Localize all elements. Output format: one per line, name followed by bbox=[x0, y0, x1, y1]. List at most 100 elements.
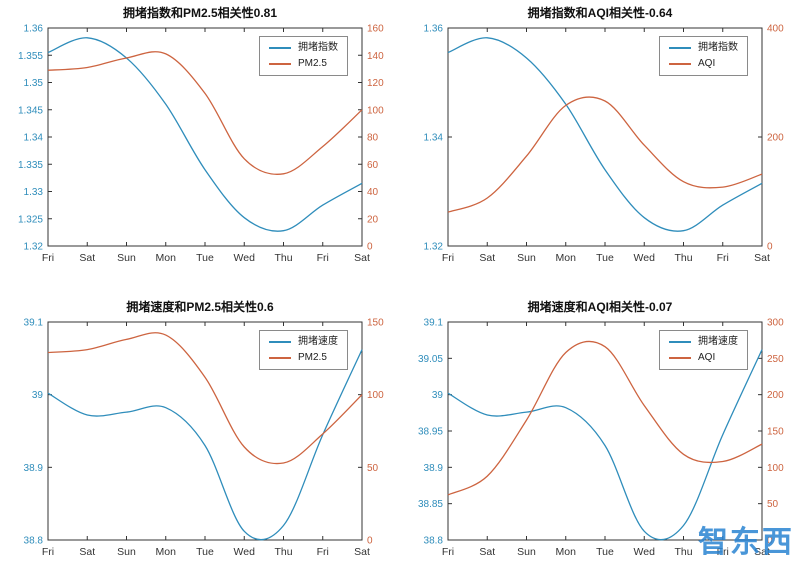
y-tick-label-left: 1.34 bbox=[24, 133, 44, 144]
x-tick-label: Fri bbox=[442, 546, 454, 558]
y-tick-label-left: 39 bbox=[32, 390, 44, 401]
y-tick-label-right: 250 bbox=[767, 354, 784, 365]
x-tick-label: Fri bbox=[317, 252, 329, 264]
watermark: 智东西 bbox=[698, 526, 794, 559]
y-tick-label-right: 0 bbox=[767, 242, 773, 253]
series-line bbox=[47, 37, 363, 232]
y-tick-label-left: 38.9 bbox=[24, 463, 44, 474]
legend-line-swatch bbox=[269, 47, 291, 49]
y-tick-label-right: 120 bbox=[367, 78, 384, 89]
plot-wrap: Fri Sat Sun Mon Tue Wed Thu Fri Sat 39.1 39.05 39 38… bbox=[404, 316, 796, 564]
y-tick-label-left: 38.8 bbox=[424, 536, 444, 547]
legend-label: AQI bbox=[698, 352, 716, 363]
legend-line-swatch bbox=[269, 341, 291, 343]
legend-line-swatch bbox=[669, 47, 691, 49]
y-tick-label-left: 38.95 bbox=[418, 427, 443, 438]
y-tick-label-right: 60 bbox=[367, 160, 379, 171]
y-tick-label-left: 1.36 bbox=[424, 24, 444, 35]
y-tick-label-left: 39.1 bbox=[424, 318, 444, 329]
plot-wrap: Fri Sat Sun Mon Tue Wed Thu Fri Sat 1.36 1.34 1.32 4… bbox=[404, 22, 796, 270]
x-tick-label: Tue bbox=[596, 252, 614, 264]
legend-item: 拥堵指数 bbox=[669, 43, 738, 53]
y-tick-label-right: 50 bbox=[767, 499, 779, 510]
y-tick-label-right: 40 bbox=[367, 187, 379, 198]
series-line bbox=[47, 332, 363, 465]
legend-line-swatch bbox=[669, 341, 691, 343]
legend-label: 拥堵指数 bbox=[298, 42, 338, 53]
x-tick-label: Fri bbox=[42, 252, 54, 264]
x-tick-label: Wed bbox=[234, 252, 256, 264]
plot-wrap: Fri Sat Sun Mon Tue Wed Thu Fri Sat 1.36 1.355 1.35… bbox=[4, 22, 396, 270]
legend-line-swatch bbox=[269, 357, 291, 359]
y-tick-label-right: 150 bbox=[367, 318, 384, 329]
chart-cell-congestion-aqi: 拥堵指数和AQI相关性-0.64 Fri Sat Sun Mon Tue Wed Thu Fr… bbox=[400, 0, 800, 272]
x-tick-label: Sun bbox=[517, 252, 536, 264]
legend-item: 拥堵指数 bbox=[269, 43, 338, 53]
chart-title: 拥堵指数和AQI相关性-0.64 bbox=[527, 6, 673, 20]
x-tick-label: Fri bbox=[317, 546, 329, 558]
series-line bbox=[47, 51, 363, 175]
y-tick-label-right: 0 bbox=[767, 536, 773, 547]
series-line bbox=[447, 340, 763, 496]
y-tick-label-left: 1.335 bbox=[18, 160, 43, 171]
legend-item: AQI bbox=[669, 353, 738, 363]
y-tick-label-left: 39 bbox=[432, 390, 444, 401]
x-tick-label: Thu bbox=[674, 252, 692, 264]
plot-area-speed-pm25: Fri Sat Sun Mon Tue Wed Thu Fri Sat 39.1 39 38.9 38.… bbox=[24, 318, 385, 559]
y-tick-label-left: 1.34 bbox=[424, 133, 444, 144]
x-tick-label: Mon bbox=[556, 546, 577, 558]
legend: 拥堵指数 PM2.5 bbox=[259, 36, 348, 76]
y-tick-label-right: 80 bbox=[367, 133, 379, 144]
x-tick-label: Wed bbox=[234, 546, 256, 558]
y-tick-label-left: 38.85 bbox=[418, 499, 443, 510]
x-tick-label: Thu bbox=[274, 252, 292, 264]
x-tick-label: Tue bbox=[196, 252, 214, 264]
chart-title: 拥堵速度和AQI相关性-0.07 bbox=[527, 300, 673, 314]
plot-area-speed-aqi: Fri Sat Sun Mon Tue Wed Thu Fri Sat 39.1 39.05 39 38… bbox=[418, 318, 784, 559]
y-tick-label-left: 1.345 bbox=[18, 105, 43, 116]
x-tick-label: Fri bbox=[42, 546, 54, 558]
y-tick-label-right: 0 bbox=[367, 242, 373, 253]
x-tick-label: Mon bbox=[556, 252, 577, 264]
y-tick-label-right: 140 bbox=[367, 51, 384, 62]
x-tick-label: Sun bbox=[117, 252, 136, 264]
plot-area-congestion-pm25: Fri Sat Sun Mon Tue Wed Thu Fri Sat 1.36 1.355 1.35… bbox=[18, 24, 384, 265]
y-tick-label-left: 1.36 bbox=[24, 24, 44, 35]
legend-label: 拥堵速度 bbox=[298, 336, 338, 347]
x-tick-label: Tue bbox=[596, 546, 614, 558]
legend-label: 拥堵指数 bbox=[698, 42, 738, 53]
x-tick-label: Wed bbox=[634, 252, 656, 264]
legend-line-swatch bbox=[669, 63, 691, 65]
x-tick-label: Sat bbox=[79, 546, 95, 558]
y-tick-label-left: 1.32 bbox=[24, 242, 44, 253]
legend-item: AQI bbox=[669, 59, 738, 69]
x-tick-label: Fri bbox=[717, 546, 729, 558]
y-tick-label-right: 100 bbox=[367, 390, 384, 401]
y-tick-label-right: 300 bbox=[767, 318, 784, 329]
y-tick-label-right: 150 bbox=[767, 427, 784, 438]
legend-label: 拥堵速度 bbox=[698, 336, 738, 347]
x-tick-label: Thu bbox=[674, 546, 692, 558]
legend-item: 拥堵速度 bbox=[669, 337, 738, 347]
chart-cell-speed-pm25: 拥堵速度和PM2.5相关性0.6 Fri Sat Sun Mon Tue Wed Thu Fr… bbox=[0, 272, 400, 563]
legend: 拥堵指数 AQI bbox=[659, 36, 748, 76]
y-tick-label-right: 160 bbox=[367, 24, 384, 35]
x-tick-label: Sat bbox=[754, 252, 770, 264]
y-tick-label-left: 1.35 bbox=[24, 78, 44, 89]
y-tick-label-left: 38.9 bbox=[424, 463, 444, 474]
x-tick-label: Sat bbox=[354, 546, 370, 558]
x-tick-label: Fri bbox=[442, 252, 454, 264]
plot-area-congestion-aqi: Fri Sat Sun Mon Tue Wed Thu Fri Sat 1.36 1.34 1.32 4… bbox=[424, 24, 785, 265]
y-tick-label-right: 400 bbox=[767, 24, 784, 35]
y-tick-label-right: 100 bbox=[767, 463, 784, 474]
series-line bbox=[447, 37, 763, 232]
legend-label: PM2.5 bbox=[298, 352, 327, 363]
legend: 拥堵速度 AQI bbox=[659, 330, 748, 370]
x-tick-label: Tue bbox=[196, 546, 214, 558]
x-tick-label: Fri bbox=[717, 252, 729, 264]
y-tick-label-left: 1.32 bbox=[424, 242, 444, 253]
y-tick-label-right: 50 bbox=[367, 463, 379, 474]
chart-cell-speed-aqi: 拥堵速度和AQI相关性-0.07 Fri Sat Sun Mon Tue Wed Thu Fr… bbox=[400, 272, 800, 563]
legend-label: AQI bbox=[698, 58, 716, 69]
x-tick-label: Sun bbox=[517, 546, 536, 558]
